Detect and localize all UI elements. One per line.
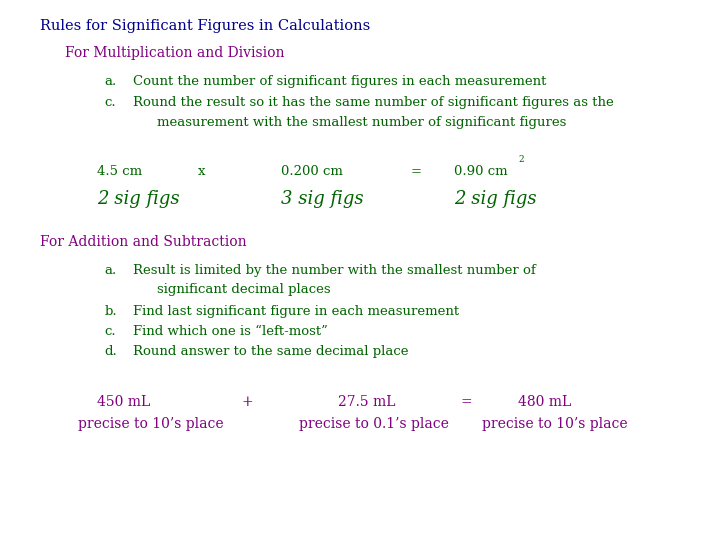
Text: Count the number of significant figures in each measurement: Count the number of significant figures … xyxy=(133,75,546,87)
Text: For Addition and Subtraction: For Addition and Subtraction xyxy=(40,235,246,249)
Text: precise to 10’s place: precise to 10’s place xyxy=(482,417,628,431)
Text: 0.200 cm: 0.200 cm xyxy=(281,165,343,178)
Text: precise to 0.1’s place: precise to 0.1’s place xyxy=(299,417,449,431)
Text: Find which one is “left-most”: Find which one is “left-most” xyxy=(133,325,328,338)
Text: precise to 10’s place: precise to 10’s place xyxy=(78,417,223,431)
Text: 27.5 mL: 27.5 mL xyxy=(338,395,396,409)
Text: =: = xyxy=(461,395,472,409)
Text: 450 mL: 450 mL xyxy=(97,395,150,409)
Text: x: x xyxy=(198,165,205,178)
Text: d.: d. xyxy=(104,345,117,358)
Text: Find last significant figure in each measurement: Find last significant figure in each mea… xyxy=(133,305,459,318)
Text: a.: a. xyxy=(104,264,117,276)
Text: Round answer to the same decimal place: Round answer to the same decimal place xyxy=(133,345,409,358)
Text: c.: c. xyxy=(104,325,116,338)
Text: Rules for Significant Figures in Calculations: Rules for Significant Figures in Calcula… xyxy=(40,19,370,33)
Text: 2 sig figs: 2 sig figs xyxy=(454,190,536,208)
Text: c.: c. xyxy=(104,96,116,109)
Text: b.: b. xyxy=(104,305,117,318)
Text: For Multiplication and Division: For Multiplication and Division xyxy=(65,46,284,60)
Text: 2: 2 xyxy=(518,155,524,164)
Text: 4.5 cm: 4.5 cm xyxy=(97,165,143,178)
Text: +: + xyxy=(241,395,253,409)
Text: Round the result so it has the same number of significant figures as the: Round the result so it has the same numb… xyxy=(133,96,614,109)
Text: measurement with the smallest number of significant figures: measurement with the smallest number of … xyxy=(157,116,567,129)
Text: 480 mL: 480 mL xyxy=(518,395,572,409)
Text: a.: a. xyxy=(104,75,117,87)
Text: significant decimal places: significant decimal places xyxy=(157,283,330,296)
Text: 0.90 cm: 0.90 cm xyxy=(454,165,507,178)
Text: =: = xyxy=(410,165,421,178)
Text: Result is limited by the number with the smallest number of: Result is limited by the number with the… xyxy=(133,264,536,276)
Text: 3 sig figs: 3 sig figs xyxy=(281,190,364,208)
Text: 2 sig figs: 2 sig figs xyxy=(97,190,180,208)
